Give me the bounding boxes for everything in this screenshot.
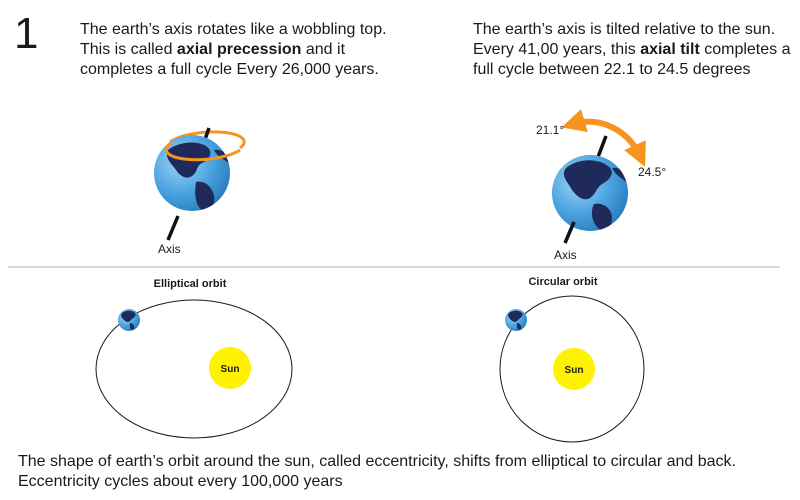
elliptical-orbit-path — [95, 299, 293, 439]
elliptical-earth-icon — [118, 309, 140, 331]
elliptical-sun-label: Sun — [221, 364, 240, 375]
elliptical-orbit-group: Elliptical orbit Sun — [95, 278, 293, 439]
tilt-axis-top — [596, 135, 608, 158]
circular-orbit-title: Circular orbit — [528, 276, 597, 288]
section-number: 1 — [14, 9, 39, 58]
tilt-angle-max-label: 24.5° — [638, 165, 666, 179]
precession-description: The earth’s axis rotates like a wobbling… — [80, 20, 420, 80]
precession-earth-icon — [154, 135, 230, 211]
precession-text-after: and it completes a full cycle Every 26,0… — [80, 41, 379, 78]
precession-axis-bottom — [166, 215, 180, 241]
tilt-text-after: completes a full cycle between 22.1 to 2… — [473, 41, 791, 78]
circular-orbit-path — [499, 295, 645, 443]
tilt-earth-group: 21.1° 24.5° Axis — [536, 109, 666, 262]
precession-axis-label: Axis — [158, 242, 181, 256]
tilt-axis-bottom — [563, 221, 576, 244]
eccentricity-description: The shape of earth’s orbit around the su… — [18, 453, 736, 490]
tilt-range-arrow — [561, 109, 646, 167]
tilt-description: The earth’s axis is tilted relative to t… — [473, 20, 793, 80]
circular-sun — [553, 348, 595, 390]
precession-text-before: The earth’s axis rotates like a wobbling… — [80, 21, 387, 58]
elliptical-sun — [209, 347, 251, 389]
precession-bold-term: axial precession — [176, 41, 302, 58]
tilt-angle-min-label: 21.1° — [536, 123, 564, 137]
tilt-bold-term: axial tilt — [640, 41, 700, 58]
tilt-axis-label: Axis — [554, 248, 577, 262]
circular-orbit-group: Circular orbit Sun — [499, 276, 645, 443]
tilt-earth-icon — [552, 155, 628, 231]
elliptical-orbit-title: Elliptical orbit — [154, 278, 227, 290]
precession-ring-front — [164, 141, 241, 162]
circular-earth-icon — [505, 309, 527, 331]
circular-sun-label: Sun — [565, 365, 584, 376]
precession-earth-group: Axis — [154, 127, 246, 256]
tilt-text-before: The earth’s axis is tilted relative to t… — [473, 21, 776, 58]
